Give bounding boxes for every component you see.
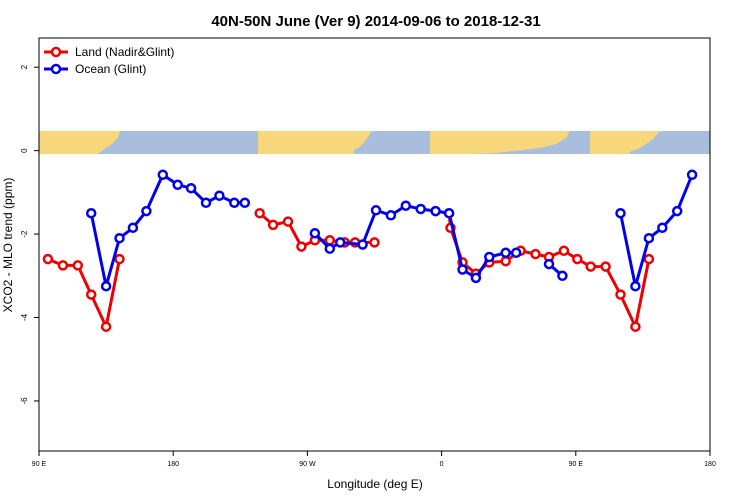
data-point <box>585 261 596 272</box>
x-tick-label: 90 W <box>299 461 316 468</box>
x-tick-label: 180 <box>167 461 179 468</box>
data-point <box>214 190 225 201</box>
legend-label-land: Land (Nadir&Glint) <box>75 45 174 59</box>
data-point <box>615 289 626 300</box>
y-tick-label: 2 <box>20 64 29 69</box>
data-point <box>369 237 380 248</box>
data-point <box>334 237 346 248</box>
data-point <box>572 253 583 265</box>
data-point <box>57 260 69 271</box>
data-point <box>157 169 169 181</box>
data-point <box>686 169 698 181</box>
data-point <box>370 205 382 216</box>
x-axis: 90 E 180 90 W 0 90 E 180 <box>32 451 716 468</box>
data-point <box>324 235 336 246</box>
legend-marker-ocean <box>50 63 62 75</box>
data-point <box>296 241 307 252</box>
y-tick-label: 0 <box>20 148 29 153</box>
data-point <box>643 253 655 265</box>
data-point <box>200 197 212 209</box>
data-point <box>557 270 568 282</box>
data-point <box>484 251 495 263</box>
data-point <box>415 203 426 215</box>
data-point <box>500 255 511 267</box>
x-axis-label: Longitude (deg E) <box>327 477 422 491</box>
data-point <box>172 179 183 191</box>
data-point <box>510 247 522 259</box>
data-point <box>357 239 368 250</box>
data-point <box>72 260 84 271</box>
y-axis: 2 0 -2 -4 -6 <box>20 64 39 405</box>
data-point <box>239 197 251 209</box>
data-point <box>324 243 336 254</box>
chart-title: 40N-50N June (Ver 9) 2014-09-06 to 2018-… <box>211 13 540 30</box>
data-point <box>470 272 482 284</box>
data-point <box>443 207 455 219</box>
data-point <box>114 232 125 244</box>
map-strip <box>39 131 710 154</box>
legend: Land (Nadir&Glint) Ocean (Glint) <box>44 45 174 76</box>
data-point <box>127 222 139 234</box>
data-point <box>100 280 112 292</box>
x-tick-label: 0 <box>440 461 444 468</box>
series-ocean <box>85 169 698 292</box>
data-point <box>643 232 655 244</box>
data-point <box>530 248 541 260</box>
data-point <box>267 219 279 231</box>
x-tick-label: 180 <box>704 461 716 468</box>
data-point <box>671 205 683 217</box>
data-point <box>630 321 641 332</box>
data-point <box>657 222 668 234</box>
data-point <box>282 216 294 227</box>
x-tick-label: 90 E <box>32 461 47 468</box>
data-point <box>615 207 626 219</box>
y-tick-label: -4 <box>20 313 29 321</box>
data-point <box>42 253 54 265</box>
data-point <box>630 280 641 292</box>
data-point <box>457 264 468 275</box>
data-point <box>543 258 555 270</box>
y-tick-label: -6 <box>20 397 29 405</box>
plot-frame <box>38 37 711 452</box>
data-point <box>400 200 412 211</box>
legend-label-ocean: Ocean (Glint) <box>75 62 146 76</box>
series-line <box>47 257 121 329</box>
data-point <box>385 210 397 221</box>
y-axis-label: XCO2 - MLO trend (ppm) <box>1 178 15 313</box>
y-tick-label: -2 <box>20 230 29 238</box>
data-point <box>309 227 321 239</box>
data-point <box>185 182 197 194</box>
data-point <box>141 205 152 217</box>
legend-marker-land <box>50 46 62 58</box>
data-point <box>558 245 570 257</box>
data-point <box>430 205 441 217</box>
series-layer <box>42 169 698 332</box>
data-point <box>254 207 265 219</box>
x-tick-label: 90 E <box>569 461 584 468</box>
data-point <box>600 261 611 272</box>
data-point <box>229 197 240 209</box>
data-point <box>100 321 112 332</box>
data-point <box>500 247 511 259</box>
data-point <box>85 207 97 219</box>
data-point <box>85 289 97 300</box>
data-point <box>114 253 125 265</box>
series-line <box>619 174 694 288</box>
